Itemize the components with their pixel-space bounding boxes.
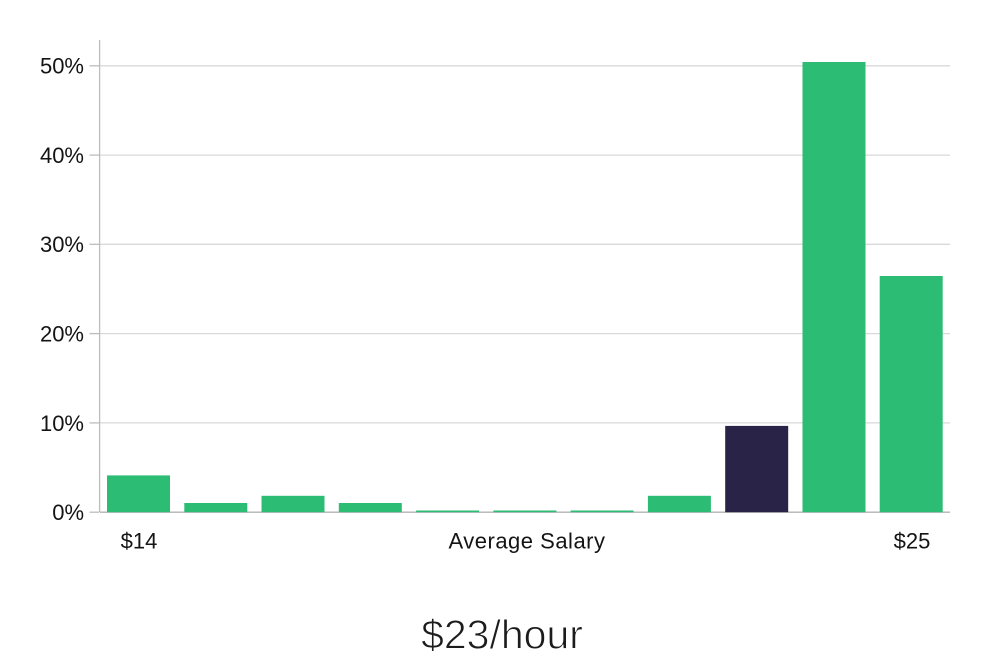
svg-text:$23/hour: $23/hour — [421, 612, 583, 658]
svg-text:$14: $14 — [121, 529, 158, 554]
svg-text:$25: $25 — [894, 529, 931, 554]
svg-text:Average Salary: Average Salary — [448, 529, 605, 554]
svg-text:10%: 10% — [40, 411, 84, 436]
svg-text:0%: 0% — [52, 500, 84, 525]
svg-text:40%: 40% — [40, 143, 84, 168]
svg-text:50%: 50% — [40, 54, 84, 79]
svg-text:30%: 30% — [40, 232, 84, 257]
svg-text:20%: 20% — [40, 322, 84, 347]
